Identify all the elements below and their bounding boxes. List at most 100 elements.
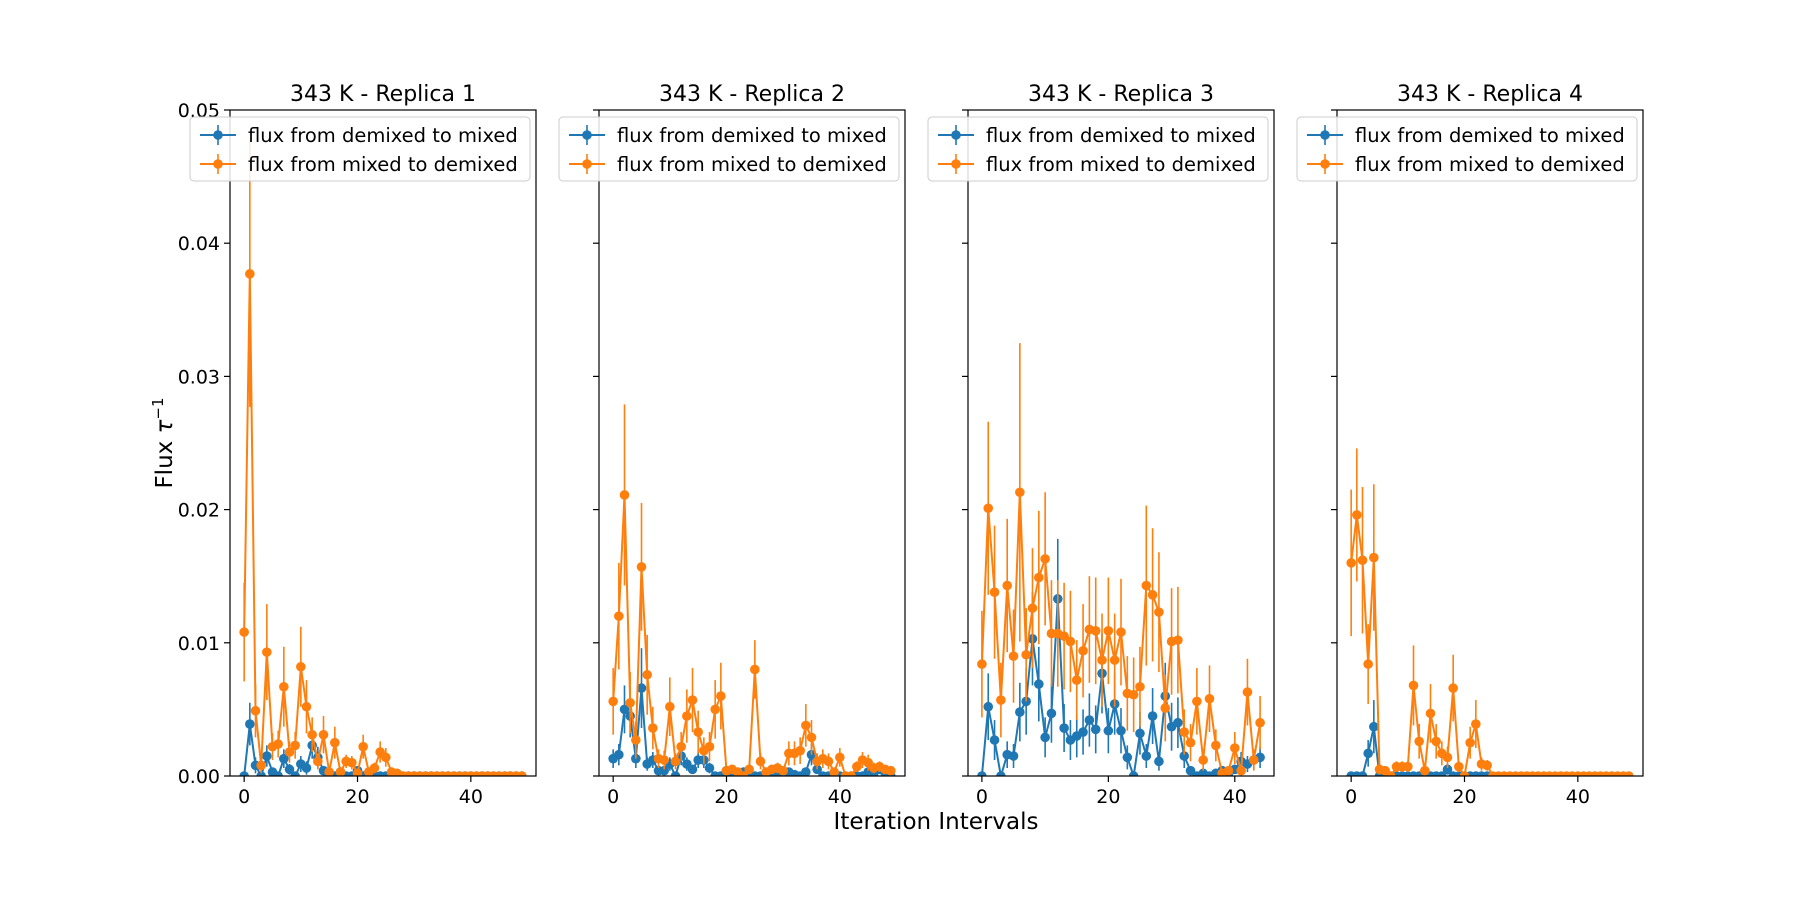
data-point xyxy=(296,661,306,672)
data-point xyxy=(1173,717,1183,728)
x-tick-label: 20 xyxy=(1452,786,1476,808)
data-point xyxy=(1442,752,1453,763)
data-point xyxy=(642,669,652,680)
data-point xyxy=(1046,708,1057,719)
data-point xyxy=(330,737,340,748)
data-point xyxy=(245,719,255,729)
y-tick-label: 0.03 xyxy=(178,366,220,388)
data-point xyxy=(801,767,811,776)
legend-entry: flux from mixed to demixed xyxy=(938,153,1256,176)
data-point xyxy=(1255,717,1265,728)
data-point xyxy=(239,771,249,776)
data-point xyxy=(1040,732,1050,743)
legend-label: flux from demixed to mixed xyxy=(986,124,1256,147)
legend-box xyxy=(189,116,531,182)
data-point xyxy=(1236,765,1246,776)
data-point xyxy=(659,755,669,765)
data-point xyxy=(318,729,329,740)
series-mixed-to-demixed xyxy=(977,343,1265,776)
data-point xyxy=(1034,572,1044,583)
data-point xyxy=(313,756,323,767)
data-point xyxy=(1090,626,1101,636)
data-point xyxy=(250,705,261,716)
data-point xyxy=(1008,651,1019,661)
data-point xyxy=(989,587,1000,597)
data-point xyxy=(517,771,527,776)
data-point xyxy=(1352,510,1362,520)
legend-marker xyxy=(1320,130,1330,140)
data-point xyxy=(1059,631,1069,641)
data-point xyxy=(996,695,1006,705)
data-point xyxy=(262,751,272,761)
data-point xyxy=(324,767,334,776)
legend-entry: flux from demixed to mixed xyxy=(938,124,1256,147)
data-point xyxy=(665,701,675,712)
panel-2: 343 K - Replica 2 0 20 40 flux from demixed … xyxy=(558,82,906,808)
y-axis-label-symbol: τ xyxy=(152,419,178,433)
data-point xyxy=(659,765,669,776)
data-point xyxy=(381,752,391,763)
x-tick-label: 0 xyxy=(1345,786,1357,808)
data-point xyxy=(1482,760,1492,771)
data-point xyxy=(704,741,715,752)
data-point xyxy=(716,691,726,701)
x-axis-label: Iteration Intervals xyxy=(834,809,1039,835)
legend-entry: flux from mixed to demixed xyxy=(1307,153,1625,176)
y-tick-label: 0.04 xyxy=(178,233,220,255)
legend-marker xyxy=(213,130,223,140)
legend-label: flux from mixed to demixed xyxy=(248,153,518,176)
legend-box xyxy=(927,116,1269,182)
panel-title: 343 K - Replica 2 xyxy=(659,82,845,107)
data-point xyxy=(1103,725,1114,736)
data-point xyxy=(1431,736,1441,747)
data-point xyxy=(256,760,266,771)
data-point xyxy=(1624,771,1634,776)
data-point xyxy=(801,720,811,731)
data-point xyxy=(1015,707,1025,717)
data-point xyxy=(1141,751,1152,761)
legend-marker xyxy=(213,159,223,169)
data-point xyxy=(1071,675,1082,685)
x-tick-label: 40 xyxy=(828,786,852,808)
data-point xyxy=(352,768,363,776)
series-line xyxy=(243,273,522,776)
legend-marker xyxy=(1320,159,1330,169)
y-axis-label-text: Flux xyxy=(152,433,178,488)
data-point xyxy=(1173,635,1183,645)
legend-label: flux from mixed to demixed xyxy=(986,153,1256,176)
legend-box xyxy=(558,116,900,182)
data-point xyxy=(256,771,266,776)
data-point xyxy=(1425,708,1436,719)
data-point xyxy=(1147,711,1158,721)
data-point xyxy=(1002,580,1012,591)
y-tick-label: 0.00 xyxy=(178,766,220,788)
data-point xyxy=(284,747,295,757)
data-point xyxy=(989,735,1000,745)
y-axis-label-exponent: −1 xyxy=(149,397,167,419)
data-point xyxy=(1363,659,1373,669)
data-point xyxy=(1109,655,1120,665)
plot-area xyxy=(239,140,527,776)
data-point xyxy=(1122,752,1133,763)
plot-area xyxy=(1346,448,1634,776)
legend-label: flux from demixed to mixed xyxy=(617,124,887,147)
data-point xyxy=(1369,552,1379,563)
data-point xyxy=(687,764,698,775)
legend: flux from demixed to mixed flux from mixe… xyxy=(189,116,531,182)
data-point xyxy=(347,757,357,768)
axes-frame xyxy=(967,109,1275,777)
data-point xyxy=(335,767,346,776)
data-point xyxy=(1414,736,1424,747)
panel-1: 343 K - Replica 1 0 20 40 0.00 0.01 0.02 0.03 0.… xyxy=(178,82,537,808)
data-point xyxy=(1408,680,1419,691)
data-point xyxy=(1465,737,1475,748)
y-tick-label: 0.02 xyxy=(178,500,220,522)
data-point xyxy=(1471,719,1481,729)
data-point xyxy=(1141,580,1152,591)
data-point xyxy=(1040,554,1050,564)
legend-label: flux from mixed to demixed xyxy=(1355,153,1625,176)
data-point xyxy=(1179,727,1190,737)
data-point xyxy=(307,729,317,740)
data-point xyxy=(1185,737,1196,748)
data-point xyxy=(852,761,862,772)
